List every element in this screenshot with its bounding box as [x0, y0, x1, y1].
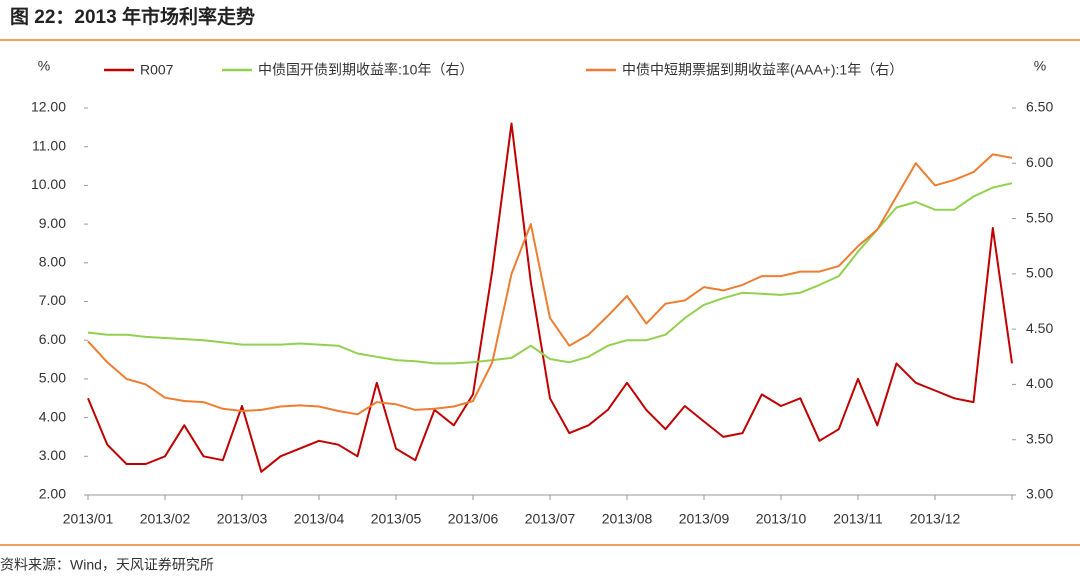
legend-label: 中债国开债到期收益率:10年（右） [258, 62, 473, 78]
series-line [87, 182, 1013, 365]
y-tick-label: 7.00 [39, 292, 66, 308]
x-tick-label: 2013/05 [371, 511, 422, 527]
legend-label: 中债中短期票据到期收益率(AAA+):1年（右） [622, 62, 903, 78]
y-tick-label: 3.00 [39, 447, 66, 463]
y2-tick-label: 6.50 [1026, 99, 1053, 115]
x-tick-label: 2013/08 [602, 511, 653, 527]
y-tick-label: 2.00 [39, 486, 66, 502]
x-tick-label: 2013/03 [217, 511, 268, 527]
y2-tick-label: 6.00 [1026, 154, 1053, 170]
y-axis-label: % [38, 58, 50, 74]
y-tick-label: 11.00 [32, 137, 66, 153]
y-tick-label: 5.00 [39, 370, 66, 386]
source-note: 资料来源：Wind，天风证券研究所 [0, 557, 214, 573]
series-line [87, 122, 1013, 473]
x-tick-label: 2013/10 [756, 511, 807, 527]
y2-tick-label: 4.00 [1026, 375, 1053, 391]
y-tick-label: 6.00 [39, 331, 66, 347]
x-tick-label: 2013/04 [294, 511, 345, 527]
x-tick-label: 2013/09 [679, 511, 730, 527]
y2-tick-label: 4.50 [1026, 320, 1053, 336]
x-tick-label: 2013/01 [63, 511, 114, 527]
series-line [87, 153, 1013, 416]
y-tick-label: 8.00 [39, 254, 66, 270]
legend-label: R007 [140, 62, 174, 78]
x-tick-label: 2013/07 [525, 511, 576, 527]
x-tick-label: 2013/02 [140, 511, 191, 527]
x-tick-label: 2013/06 [448, 511, 499, 527]
y2-tick-label: 3.00 [1026, 486, 1053, 502]
y2-axis-label: % [1034, 58, 1046, 74]
y-tick-label: 4.00 [39, 408, 66, 424]
x-tick-label: 2013/12 [910, 511, 961, 527]
chart-title: 图 22：2013 年市场利率走势 [10, 5, 255, 28]
y-tick-label: 12.00 [31, 99, 66, 115]
x-tick-label: 2013/11 [833, 511, 883, 527]
y-tick-label: 9.00 [39, 215, 66, 231]
y2-tick-label: 5.00 [1026, 265, 1053, 281]
y2-tick-label: 5.50 [1026, 209, 1053, 225]
y-tick-label: 10.00 [31, 176, 66, 192]
y2-tick-label: 3.50 [1026, 430, 1053, 446]
